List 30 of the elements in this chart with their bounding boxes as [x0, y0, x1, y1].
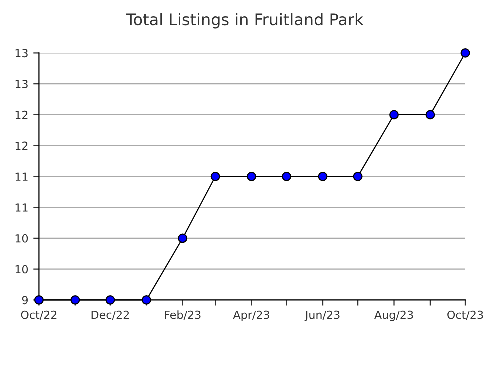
point [106, 295, 116, 305]
y-tick-label: 10 [16, 265, 28, 274]
chart-title: Total Listings in Fruitland Park [126, 13, 364, 29]
y-tick-label: 12 [16, 142, 28, 150]
point [210, 172, 220, 182]
x-tick-label: Apr/23 [233, 310, 270, 322]
point [34, 295, 44, 305]
y-tick-label: 11 [16, 172, 28, 181]
x-tick-label: Oct/23 [448, 310, 484, 320]
point [353, 172, 363, 182]
y-tick-label: 13 [16, 80, 28, 88]
y-tick-label: 11 [16, 204, 28, 212]
y-tick-label: 12 [16, 110, 28, 120]
point [247, 172, 256, 182]
point [178, 234, 188, 244]
x-tick-label: Aug/23 [374, 310, 414, 322]
point [460, 48, 470, 58]
point [318, 172, 328, 182]
point [142, 295, 152, 305]
x-tick-label: Dec/22 [92, 310, 130, 320]
x-tick-label: Oct/22 [21, 310, 57, 320]
x-tick-label: Jun/23 [304, 310, 340, 322]
y-tick-label: 10 [16, 234, 28, 243]
point [70, 295, 80, 305]
y-tick-label: 9 [22, 296, 28, 305]
point [390, 110, 399, 120]
point [282, 172, 292, 182]
y-tick-label: 13 [16, 49, 28, 58]
x-tick-label: Feb/23 [165, 310, 201, 320]
point [426, 110, 436, 120]
